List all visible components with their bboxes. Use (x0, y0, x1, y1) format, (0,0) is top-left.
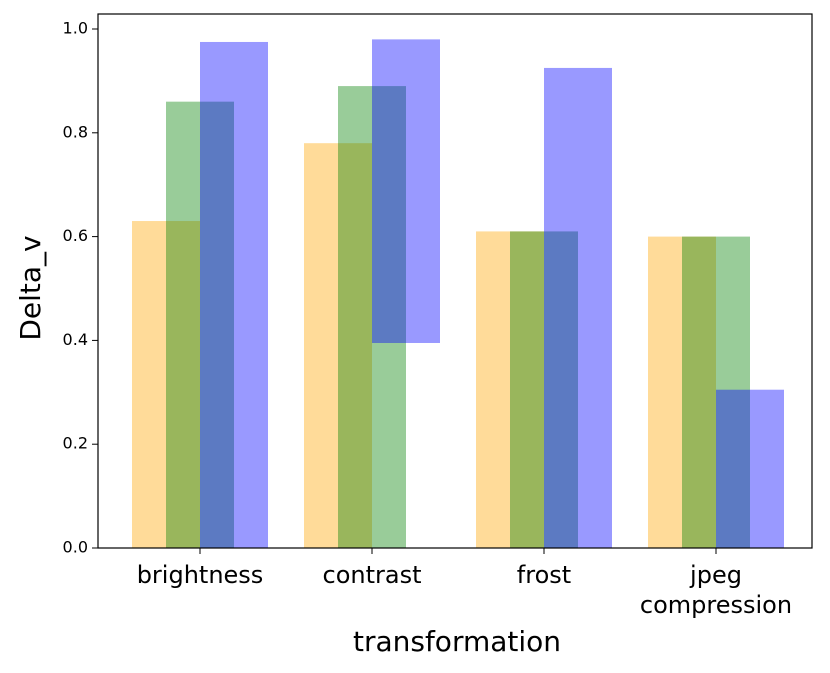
bar (648, 236, 716, 548)
bar (476, 231, 544, 548)
plot-frame (97, 13, 813, 549)
x-tick-label: brightness (137, 561, 264, 589)
x-tick-label: contrast (323, 561, 422, 589)
bar (166, 101, 234, 548)
bar (682, 236, 750, 548)
x-tick-label: jpeg compression (640, 561, 792, 619)
bar (304, 143, 372, 548)
bar (510, 231, 578, 548)
y-tick-label: 0.8 (63, 122, 88, 141)
x-tick-label: frost (517, 561, 571, 589)
y-tick-label: 0.6 (63, 226, 88, 245)
bar (716, 389, 784, 548)
bar (372, 39, 440, 343)
y-tick-label: 0.0 (63, 538, 88, 557)
y-tick-label: 0.4 (63, 330, 88, 349)
bar (132, 221, 200, 548)
bar (338, 86, 406, 548)
y-axis-label: Delta_v (14, 235, 47, 340)
bar (200, 41, 268, 548)
y-tick-label: 0.2 (63, 434, 88, 453)
bar (544, 67, 612, 549)
y-tick-label: 1.0 (63, 19, 88, 38)
x-axis-label: transformation (353, 625, 561, 658)
